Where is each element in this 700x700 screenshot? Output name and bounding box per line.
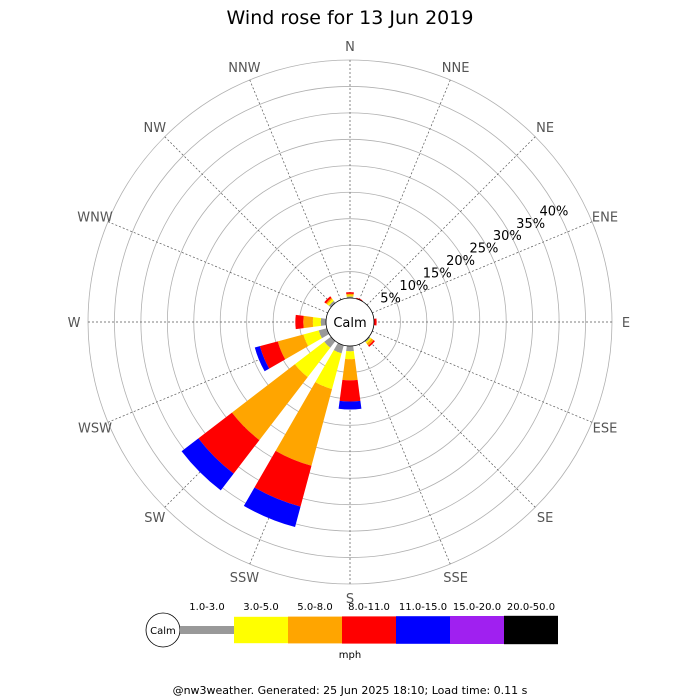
bar-wsw-bin-2 <box>277 334 309 360</box>
bar-sw-bin-0 <box>324 336 336 348</box>
legend-label-0: 1.0-3.0 <box>189 602 224 613</box>
legend-units: mph <box>339 650 361 661</box>
direction-label-wsw: WSW <box>78 422 112 437</box>
bar-wsw-bin-0 <box>318 328 330 339</box>
radial-tick-label: 30% <box>493 229 522 244</box>
legend-swatch-6 <box>504 615 558 645</box>
legend-swatch-1 <box>234 616 288 644</box>
bar-n-bin-1 <box>346 295 354 297</box>
legend-swatch-2 <box>288 616 342 644</box>
legend-swatch-3 <box>342 616 396 644</box>
bar-ssw-bin-2 <box>275 382 333 466</box>
legend-label-3: 8.0-11.0 <box>348 602 390 613</box>
radial-grid <box>87 59 613 585</box>
bar-sw-bin-4 <box>181 438 234 491</box>
direction-label-nnw: NNW <box>228 61 260 76</box>
legend-label-5: 15.0-20.0 <box>453 602 501 613</box>
bar-ssw-bin-1 <box>315 350 342 390</box>
bar-sw-bin-2 <box>231 364 308 441</box>
radial-tick-labels: 5%10%15%20%25%30%35%40% <box>380 204 568 306</box>
legend-calm-label: Calm <box>150 626 176 637</box>
bar-w-bin-0 <box>320 318 327 326</box>
bar-se-bin-0 <box>364 336 371 343</box>
chart-title: Wind rose for 13 Jun 2019 <box>227 7 474 29</box>
grid-circle <box>114 86 586 558</box>
grid-circle <box>166 138 534 506</box>
direction-label-nw: NW <box>144 121 167 136</box>
legend-label-4: 11.0-15.0 <box>399 602 447 613</box>
radial-tick-label: 40% <box>540 204 569 219</box>
direction-label-nne: NNE <box>442 61 470 76</box>
direction-label-ese: ESE <box>593 422 618 437</box>
bar-nw-bin-1 <box>327 299 334 306</box>
radial-tick-label: 20% <box>446 254 475 269</box>
direction-labels: N NNE NE ENE E ESE SE SSE S SSW SW WSW W WNW NW NNW <box>68 40 631 607</box>
bar-sw-bin-3 <box>198 412 260 474</box>
legend-label-6: 20.0-50.0 <box>507 602 555 613</box>
bar-nw-bin-3 <box>324 296 332 304</box>
legend-label-2: 5.0-8.0 <box>297 602 332 613</box>
legend-items: 1.0-3.0 3.0-5.0 5.0-8.0 8.0-11.0 11.0-15.0 15… <box>180 602 558 645</box>
bar-n-bin-2 <box>346 293 354 296</box>
bar-wsw-bin-3 <box>259 341 286 369</box>
legend-label-1: 3.0-5.0 <box>243 602 278 613</box>
bar-s-bin-3 <box>339 379 361 402</box>
direction-label-se: SE <box>537 511 553 526</box>
radial-tick-label: 5% <box>380 291 401 306</box>
bar-ssw-bin-4 <box>243 487 301 528</box>
bar-e-bin-3 <box>373 318 377 326</box>
direction-label-n: N <box>345 40 355 55</box>
bar-nw-bin-2 <box>325 297 333 305</box>
direction-label-ssw: SSW <box>230 571 260 586</box>
direction-label-e: E <box>622 316 630 331</box>
bar-n-bin-3 <box>346 292 354 295</box>
bar-w-bin-2 <box>303 315 314 329</box>
direction-label-ene: ENE <box>592 210 618 225</box>
legend-swatch-4 <box>396 616 450 644</box>
radial-tick-label: 35% <box>516 217 545 232</box>
bar-s-bin-4 <box>338 400 362 410</box>
bar-w-bin-1 <box>312 317 321 327</box>
bar-s-bin-2 <box>342 358 358 381</box>
grid-circle <box>246 218 454 426</box>
bar-wsw-bin-1 <box>303 330 322 347</box>
calm-center: Calm <box>325 297 375 347</box>
footer-text: @nw3weather. Generated: 25 Jun 2025 18:1… <box>173 684 528 697</box>
bar-wsw-bin-4 <box>254 346 270 372</box>
bar-ssw-bin-0 <box>333 342 344 354</box>
bar-sw-bin-1 <box>294 341 331 378</box>
radial-tick-label: 15% <box>423 266 452 281</box>
bar-se-bin-1 <box>365 337 372 344</box>
bar-se-bin-3 <box>368 340 375 347</box>
calm-circle <box>325 297 375 347</box>
bar-w-bin-3 <box>295 314 304 330</box>
legend: Calm 1.0-3.0 3.0-5.0 5.0-8.0 8.0-11.0 11.0-1… <box>145 602 558 661</box>
direction-label-s: S <box>346 592 354 607</box>
radial-tick-label: 10% <box>399 279 428 294</box>
calm-label: Calm <box>333 316 366 331</box>
wind-bars <box>181 292 377 528</box>
bar-ssw-bin-3 <box>254 450 312 507</box>
direction-label-wnw: WNW <box>77 210 113 225</box>
bar-s-bin-0 <box>346 345 354 352</box>
legend-swatch-5 <box>450 616 504 644</box>
radial-tick-label: 25% <box>469 242 498 257</box>
direction-label-ne: NE <box>536 121 554 136</box>
direction-label-sw: SW <box>144 511 165 526</box>
direction-label-sse: SSE <box>443 571 468 586</box>
bar-se-bin-2 <box>366 338 374 346</box>
direction-label-w: W <box>68 316 81 331</box>
bar-s-bin-1 <box>345 351 355 360</box>
legend-swatch-0 <box>180 626 234 634</box>
bar-nw-bin-0 <box>328 300 336 308</box>
